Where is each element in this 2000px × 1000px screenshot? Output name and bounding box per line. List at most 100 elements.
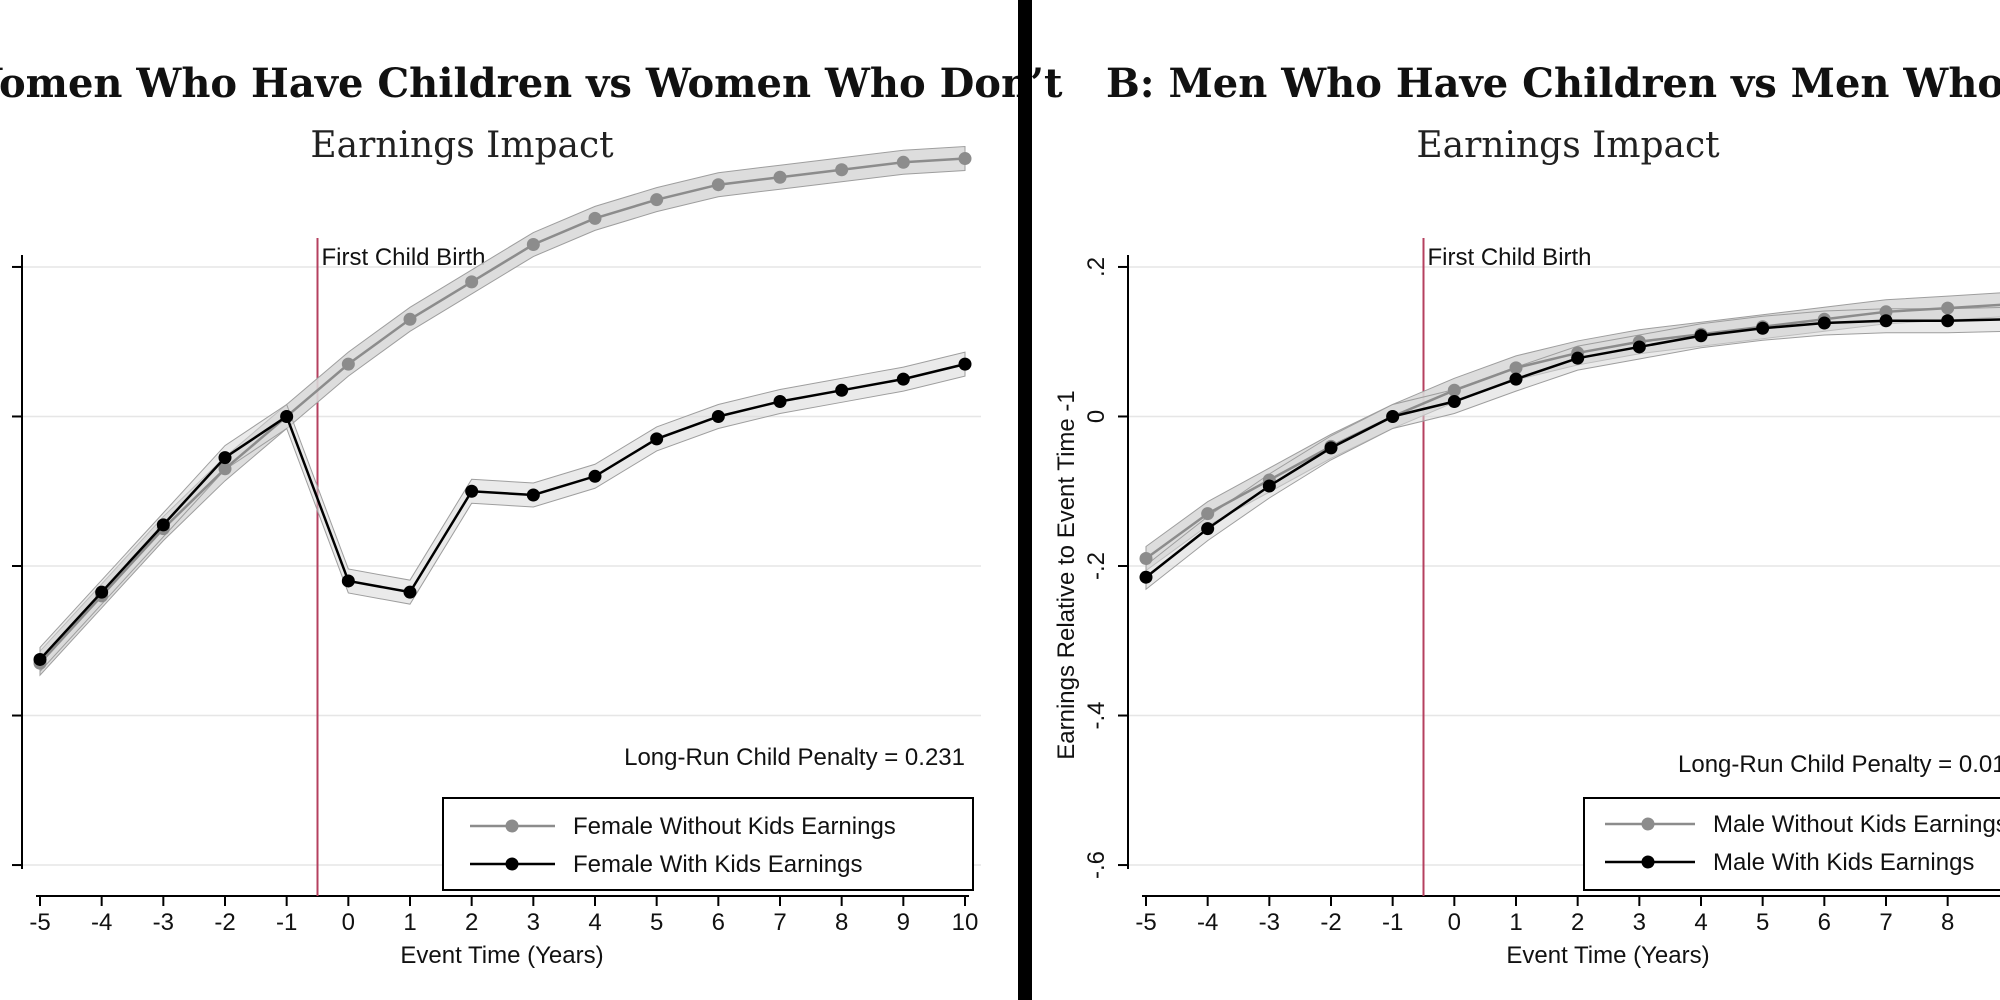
- panel-a-x-tick-label: 5: [650, 909, 663, 936]
- panel-a-x-tick-label: 2: [465, 909, 478, 936]
- panel-b-series-1-point: [1447, 383, 1461, 397]
- panel-b-x-tick-label: 2: [1571, 909, 1584, 936]
- panel-a-series-2-point: [588, 469, 602, 483]
- panel-a-x-tick-label: 4: [588, 909, 601, 936]
- panel-b-series-2-point: [1139, 570, 1153, 584]
- panel-b-series-2-point: [1817, 316, 1831, 330]
- panel-a-legend-box: [442, 797, 974, 891]
- panel-a-x-tick-label: 7: [773, 909, 786, 936]
- panel-a-series-1-point: [526, 238, 540, 252]
- panel-a-x-tick-label: 1: [403, 909, 416, 936]
- panel-a-legend-label-without-kids: Female Without Kids Earnings: [573, 813, 896, 840]
- panel-b-subtitle: Earnings Impact: [1416, 125, 1720, 166]
- panel-b-y-tick-label: 0: [1083, 410, 1110, 423]
- panel-a-series-2-point: [958, 357, 972, 371]
- panel-b-series-2-point: [1447, 395, 1461, 409]
- panel-b-x-tick-label: -5: [1135, 909, 1156, 936]
- panel-a-series-2-point: [33, 652, 47, 666]
- panel-b-series-2-point: [1941, 314, 1955, 328]
- panel-b-series-2-point: [1632, 340, 1646, 354]
- panel-a-series-2-point: [711, 409, 725, 423]
- panel-b-series-1-point: [1879, 305, 1893, 319]
- panel-a-x-tick-label: 0: [342, 909, 355, 936]
- panel-a-x-tick-label: 3: [527, 909, 540, 936]
- panel-a-series-2-point: [650, 432, 664, 446]
- panel-a-series-2-point: [156, 518, 170, 532]
- panel-b-x-tick-label: 7: [1879, 909, 1892, 936]
- panel-b-series-2-line: [1145, 318, 2000, 579]
- panel-a-legend-marker-without-kids: [505, 819, 519, 833]
- panel-b-y-tick-label: -.6: [1083, 851, 1110, 879]
- panel-b-series-2-point: [1324, 441, 1338, 455]
- panel-a-series-2-confidence-band: [39, 351, 966, 673]
- panel-b: B: Men Who Have Children vs Men Who Don’…: [1053, 60, 2000, 969]
- panel-a-series-2-point: [835, 383, 849, 397]
- panel-b-x-tick-label: 4: [1694, 909, 1707, 936]
- panel-a-series-1-point: [896, 155, 910, 169]
- panel-a-series-2-point: [465, 484, 479, 498]
- panel-a-series-2-point: [95, 585, 109, 599]
- panel-b-x-tick-label: 1: [1509, 909, 1522, 936]
- panel-a-series-2-point: [526, 488, 540, 502]
- panel-b-y-tick-label: .2: [1083, 257, 1110, 277]
- panel-a-series-2-point: [341, 574, 355, 588]
- panel-a-series-1-line: [39, 157, 966, 665]
- panel-a-x-tick-label: -4: [91, 909, 112, 936]
- panel-b-y-tick-label: -.2: [1083, 552, 1110, 580]
- panel-b-series-2-point: [1262, 479, 1276, 493]
- panel-b-x-tick-label: -2: [1320, 909, 1341, 936]
- panel-a-title: A: Women Who Have Children vs Women Who …: [0, 60, 1063, 107]
- panel-b-penalty-annotation: Long-Run Child Penalty = 0.011: [1678, 751, 2000, 778]
- panel-a-series-1-point: [341, 357, 355, 371]
- panel-a-series-2-point: [218, 451, 232, 465]
- panel-b-legend-marker-without-kids: [1641, 817, 1655, 831]
- panel-b-x-tick-label: 6: [1818, 909, 1831, 936]
- panel-a-penalty-annotation: Long-Run Child Penalty = 0.231: [624, 744, 965, 771]
- panel-a-series-2-point: [896, 372, 910, 386]
- panel-a-series-1-point: [711, 178, 725, 192]
- panel-a-x-tick-label: 8: [835, 909, 848, 936]
- panel-b-series-2-point: [1509, 372, 1523, 386]
- panel-b-x-tick-label: 8: [1941, 909, 1954, 936]
- panel-b-y-tick-label: -.4: [1083, 702, 1110, 730]
- panel-a-series-1-point: [773, 170, 787, 184]
- panel-a-series-1-point: [588, 211, 602, 225]
- panel-b-series-1-point: [1201, 507, 1215, 521]
- panel-a-x-tick-label: 6: [712, 909, 725, 936]
- panel-b-series-2-point: [1386, 409, 1400, 423]
- panel-b-title: B: Men Who Have Children vs Men Who Don’…: [1106, 60, 2000, 107]
- panel-b-x-tick-label: -1: [1382, 909, 1403, 936]
- panel-b-y-axis-label: Earnings Relative to Event Time -1: [1053, 390, 1080, 760]
- panel-divider: [1018, 0, 1032, 1000]
- panel-b-series-1-point: [1509, 361, 1523, 375]
- panel-a-x-tick-label: 10: [952, 909, 979, 936]
- panel-b-event-line-label: First Child Birth: [1428, 244, 1592, 271]
- panel-a-legend: Female Without Kids Earnings Female With…: [442, 797, 974, 891]
- panel-a-x-tick-label: -2: [214, 909, 235, 936]
- panel-b-x-tick-label: 0: [1448, 909, 1461, 936]
- panel-a-series-1-point: [835, 163, 849, 177]
- panel-b-series-1-line: [1145, 303, 2000, 560]
- panel-b-legend: Male Without Kids Earnings Male With Kid…: [1583, 797, 2000, 891]
- panel-a: A: Women Who Have Children vs Women Who …: [0, 60, 1063, 969]
- panel-a-event-line-label: First Child Birth: [322, 244, 486, 271]
- panel-a-series-1-point: [403, 312, 417, 326]
- panel-a-series-1-confidence-band: [39, 146, 966, 677]
- panel-b-x-tick-label: -4: [1197, 909, 1218, 936]
- panel-a-x-axis-label: Event Time (Years): [400, 942, 603, 969]
- panel-b-plot: .20-.2-.4-.6-5-4-3-2-1012345678910First …: [1083, 238, 2000, 936]
- panel-a-series-2-point: [280, 409, 294, 423]
- panel-b-legend-box: [1583, 797, 2000, 891]
- panel-a-series-1-point: [465, 275, 479, 289]
- panel-b-x-tick-label: 3: [1633, 909, 1646, 936]
- panel-a-series-2-line: [39, 362, 966, 661]
- panel-a-x-tick-label: -5: [29, 909, 50, 936]
- panel-a-x-tick-label: -1: [276, 909, 297, 936]
- panel-b-series-2-point: [1571, 351, 1585, 365]
- panel-a-series-1-point: [958, 152, 972, 166]
- panel-b-legend-label-without-kids: Male Without Kids Earnings: [1713, 811, 2000, 838]
- panel-b-x-tick-label: 5: [1756, 909, 1769, 936]
- panel-b-series-2-point: [1879, 314, 1893, 328]
- panel-b-series-1-point: [1139, 552, 1153, 566]
- panel-b-x-tick-label: -3: [1259, 909, 1280, 936]
